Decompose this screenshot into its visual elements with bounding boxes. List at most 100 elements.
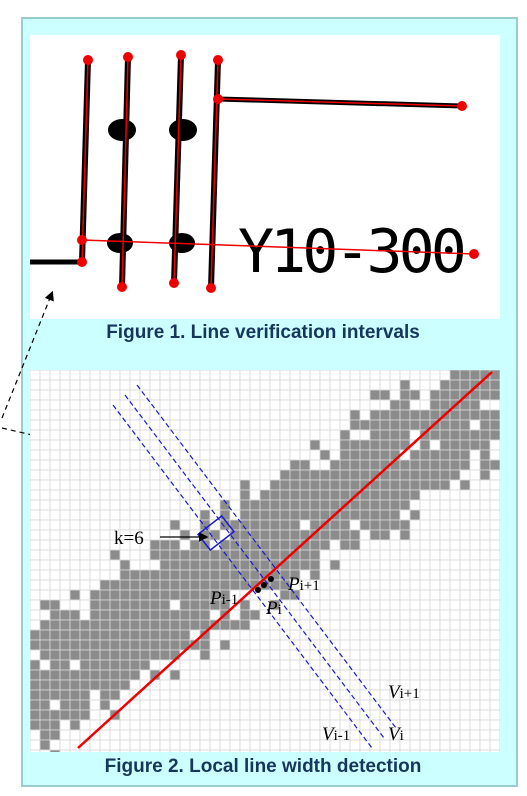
pixel	[460, 610, 470, 620]
pixel	[450, 630, 460, 640]
pixel	[110, 580, 120, 590]
pixel	[390, 710, 400, 720]
pixel	[270, 680, 280, 690]
pixel	[450, 670, 460, 680]
pixel	[220, 380, 230, 390]
pixel	[40, 400, 50, 410]
pixel	[280, 670, 290, 680]
pixel	[210, 570, 220, 580]
pixel	[40, 640, 50, 650]
pixel	[330, 570, 340, 580]
pixel	[70, 660, 80, 670]
pixel	[490, 700, 500, 710]
pixel	[90, 610, 100, 620]
pixel	[470, 690, 480, 700]
pixel	[370, 710, 380, 720]
pixel	[410, 640, 420, 650]
pixel	[70, 650, 80, 660]
pixel	[350, 380, 360, 390]
pixel	[340, 410, 350, 420]
pixel	[250, 520, 260, 530]
pixel	[320, 700, 330, 710]
pixel	[160, 410, 170, 420]
pixel	[80, 710, 90, 720]
pixel	[80, 480, 90, 490]
pixel	[380, 590, 390, 600]
pixel	[180, 500, 190, 510]
pixel	[310, 380, 320, 390]
pixel	[270, 390, 280, 400]
pixel	[110, 450, 120, 460]
pixel	[190, 410, 200, 420]
pixel	[310, 670, 320, 680]
pixel	[430, 540, 440, 550]
pixel	[370, 410, 380, 420]
pixel	[470, 700, 480, 710]
pixel	[240, 660, 250, 670]
pixel	[440, 370, 450, 380]
pixel	[300, 370, 310, 380]
pixel	[140, 590, 150, 600]
pixel	[340, 490, 350, 500]
pixel	[80, 720, 90, 730]
pixel	[70, 370, 80, 380]
pixel	[430, 400, 440, 410]
pixel	[420, 480, 430, 490]
pixel	[200, 570, 210, 580]
pixel	[240, 470, 250, 480]
pixel	[110, 660, 120, 670]
pixel	[140, 710, 150, 720]
pixel	[150, 450, 160, 460]
pixel	[120, 480, 130, 490]
pixel	[430, 710, 440, 720]
k-label: k=6	[114, 528, 144, 549]
pixel	[30, 600, 40, 610]
pixel	[210, 670, 220, 680]
pixel	[160, 620, 170, 630]
pixel	[320, 400, 330, 410]
pixel	[310, 630, 320, 640]
pixel	[180, 370, 190, 380]
pixel	[420, 370, 430, 380]
pixel	[370, 450, 380, 460]
pixel	[320, 690, 330, 700]
pixel	[100, 430, 110, 440]
pixel	[410, 620, 420, 630]
pixel	[230, 640, 240, 650]
pixel	[450, 540, 460, 550]
pixel	[130, 590, 140, 600]
pixel	[90, 390, 100, 400]
pixel	[70, 490, 80, 500]
pixel	[260, 710, 270, 720]
pixel	[250, 490, 260, 500]
pixel	[460, 570, 470, 580]
pixel	[200, 590, 210, 600]
pixel	[300, 690, 310, 700]
pixel	[100, 520, 110, 530]
pixel	[270, 420, 280, 430]
pixel	[470, 680, 480, 690]
pixel	[460, 690, 470, 700]
pixel	[90, 430, 100, 440]
pixel	[260, 390, 270, 400]
pixel	[400, 600, 410, 610]
pixel	[30, 400, 40, 410]
pixel	[290, 400, 300, 410]
pixel	[80, 400, 90, 410]
pixel	[450, 490, 460, 500]
pixel	[460, 580, 470, 590]
pixel	[250, 660, 260, 670]
pixel	[100, 490, 110, 500]
pixel	[360, 570, 370, 580]
pixel	[450, 500, 460, 510]
pixel	[70, 580, 80, 590]
pixel	[470, 550, 480, 560]
pixel	[420, 650, 430, 660]
pixel	[220, 470, 230, 480]
pixel	[40, 680, 50, 690]
pixel	[100, 500, 110, 510]
pixel	[40, 550, 50, 560]
pixel	[230, 700, 240, 710]
pixel	[360, 510, 370, 520]
pixel	[180, 400, 190, 410]
